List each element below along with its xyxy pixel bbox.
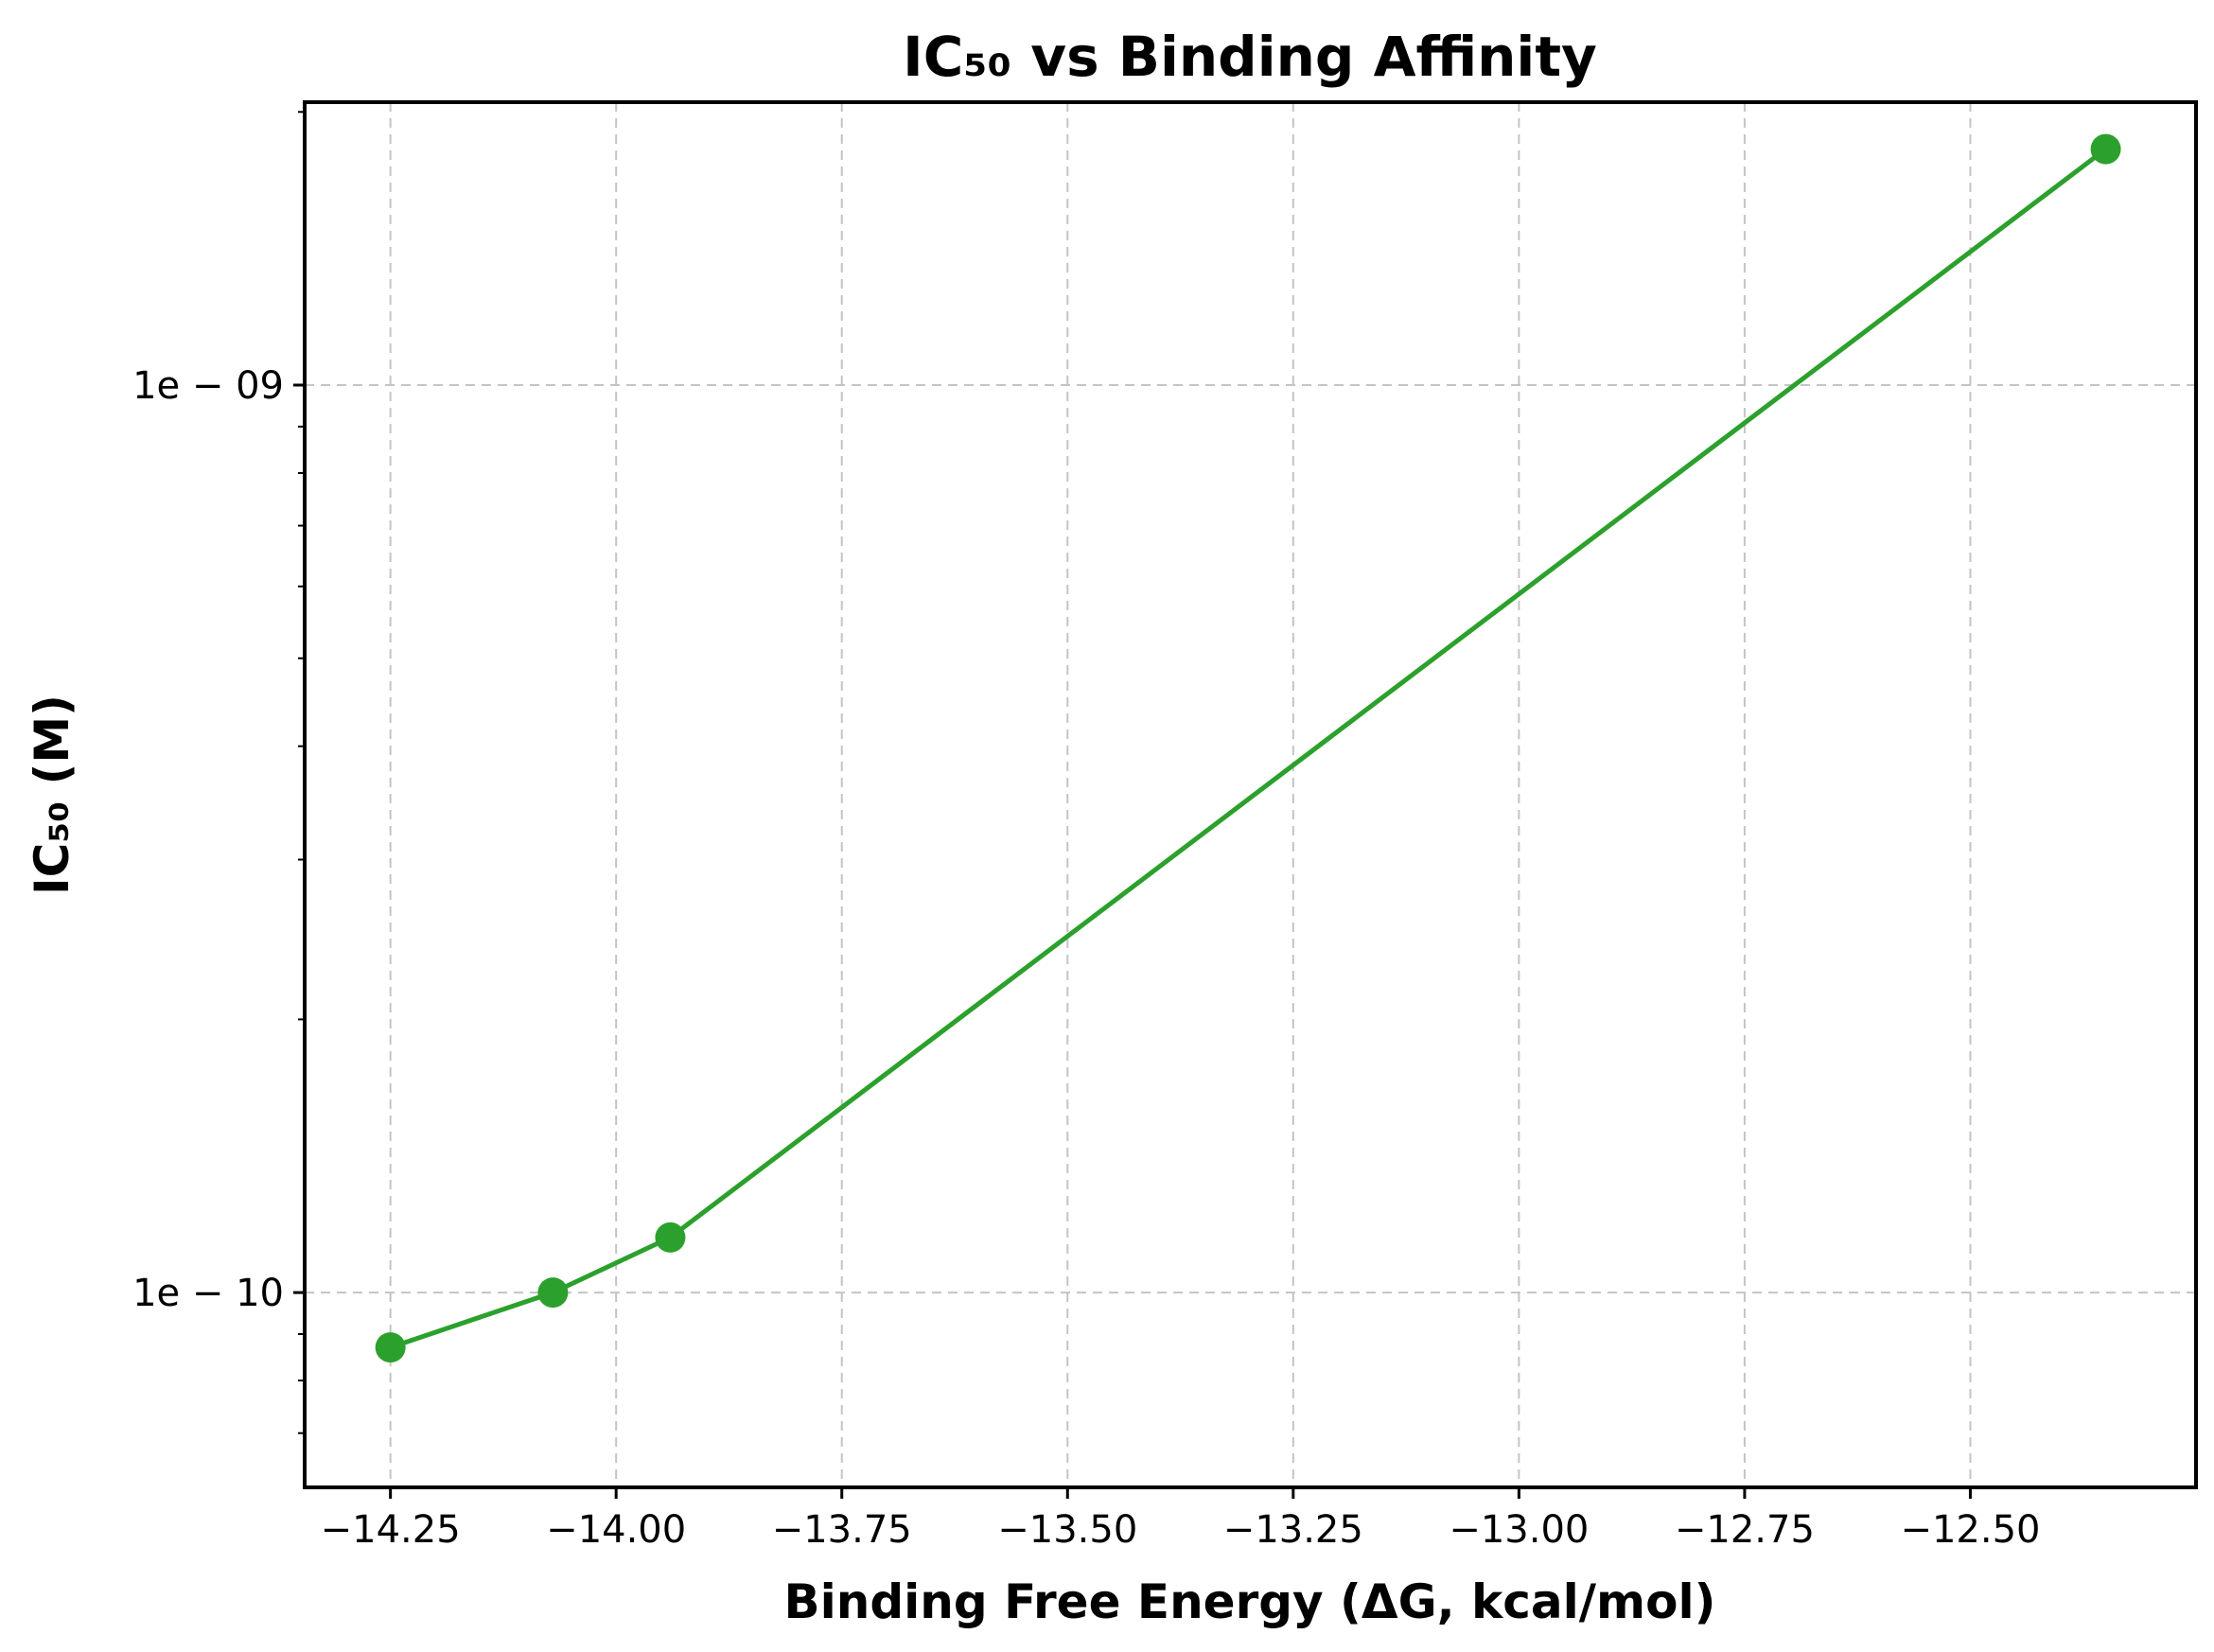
- chart-title: IC₅₀ vs Binding Affinity: [903, 25, 1597, 89]
- data-point: [537, 1277, 569, 1309]
- x-tick-label: −12.50: [1900, 1508, 2040, 1552]
- plot-frame: [303, 100, 2198, 1489]
- x-axis-label: Binding Free Energy (ΔG, kcal/mol): [784, 1574, 1716, 1629]
- y-tick-label: 1e − 10: [132, 1272, 284, 1315]
- y-axis-label: IC₅₀ (M): [25, 694, 79, 895]
- data-point: [2090, 133, 2121, 165]
- series-layer: [375, 133, 2121, 1363]
- x-tick-label: −14.25: [321, 1508, 461, 1552]
- x-tick-label: −12.75: [1675, 1508, 1815, 1552]
- x-tick-label: −13.75: [772, 1508, 912, 1552]
- x-tick-label: −13.25: [1223, 1508, 1363, 1552]
- y-tick-label: 1e − 09: [132, 364, 284, 408]
- series-line: [389, 147, 2108, 1350]
- x-tick-label: −13.00: [1449, 1508, 1589, 1552]
- x-tick-label: −14.00: [546, 1508, 686, 1552]
- grid-layer: [305, 102, 2196, 1487]
- data-point: [375, 1332, 406, 1363]
- ticks-layer: −14.25 −14.00 −13.75 −13.50 −13.25 −13.00 −12.…: [132, 111, 2040, 1552]
- x-tick-label: −13.50: [997, 1508, 1137, 1552]
- data-point: [655, 1221, 686, 1253]
